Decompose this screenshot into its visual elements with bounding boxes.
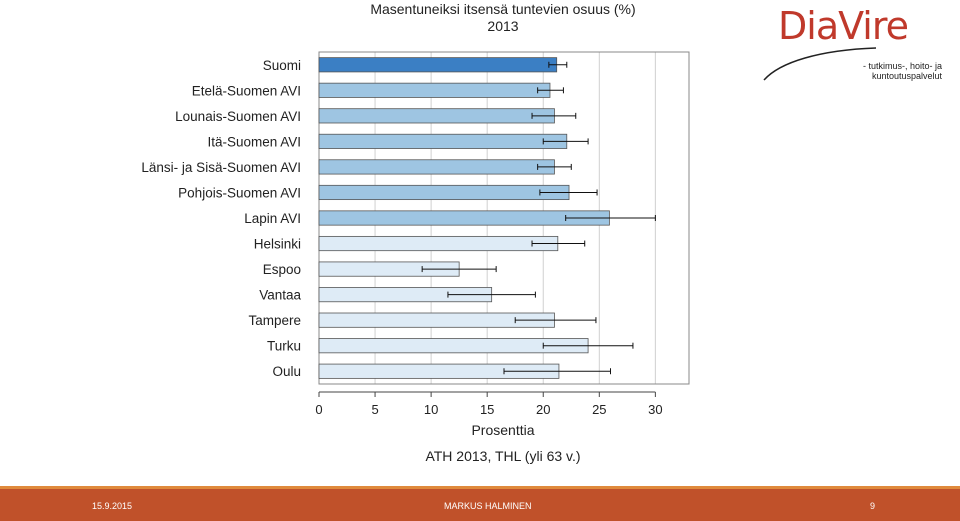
category-label-10: Tampere [248, 313, 301, 328]
bar-3 [318, 133, 568, 149]
category-label-11: Turku [267, 339, 301, 354]
x-tick-label-6: 30 [648, 402, 662, 417]
x-tick-label-1: 5 [371, 402, 378, 417]
bar-5 [318, 184, 570, 201]
footer-author: MARKUS HALMINEN [444, 501, 532, 511]
category-label-1: Etelä-Suomen AVI [192, 83, 301, 98]
x-tick-label-2: 10 [424, 402, 438, 417]
category-label-4: Länsi- ja Sisä-Suomen AVI [141, 160, 301, 175]
bar-4 [318, 159, 555, 175]
bar-0 [318, 57, 558, 73]
category-label-12: Oulu [272, 364, 301, 379]
footer-date: 15.9.2015 [92, 501, 133, 511]
x-tick-label-4: 20 [536, 402, 550, 417]
bar-1 [318, 82, 551, 98]
category-label-3: Itä-Suomen AVI [207, 134, 301, 149]
category-label-5: Pohjois-Suomen AVI [178, 185, 301, 200]
bar-chart: Masentuneiksi itsensä tuntevien osuus (%… [141, 1, 690, 464]
logo-wordmark: DiaVire [778, 4, 909, 48]
source-note: ATH 2013, THL (yli 63 v.) [425, 448, 580, 464]
chart-title: Masentuneiksi itsensä tuntevien osuus (%… [370, 1, 635, 17]
x-axis-label: Prosenttia [471, 422, 534, 438]
category-label-7: Helsinki [254, 237, 301, 252]
slide-footer: 15.9.2015 MARKUS HALMINEN 9 [0, 486, 960, 521]
footer-page-number: 9 [870, 501, 876, 511]
category-label-0: Suomi [263, 58, 301, 73]
category-label-2: Lounais-Suomen AVI [175, 109, 301, 124]
category-label-6: Lapin AVI [244, 211, 301, 226]
logo-swoosh-icon [763, 47, 877, 81]
x-tick-label-0: 0 [315, 402, 322, 417]
x-tick-label-5: 25 [592, 402, 606, 417]
category-label-9: Vantaa [259, 288, 301, 303]
logo-tagline-2: kuntoutuspalvelut [871, 71, 942, 81]
category-label-8: Espoo [263, 262, 301, 277]
logo-tagline-1: - tutkimus-, hoito- ja [862, 61, 942, 71]
chart-subtitle: 2013 [487, 18, 518, 34]
bar-7 [318, 235, 559, 252]
diavire-logo: DiaVire - tutkimus-, hoito- ja kuntoutus… [760, 4, 956, 84]
bar-2 [318, 108, 555, 124]
x-tick-label-3: 15 [480, 402, 494, 417]
